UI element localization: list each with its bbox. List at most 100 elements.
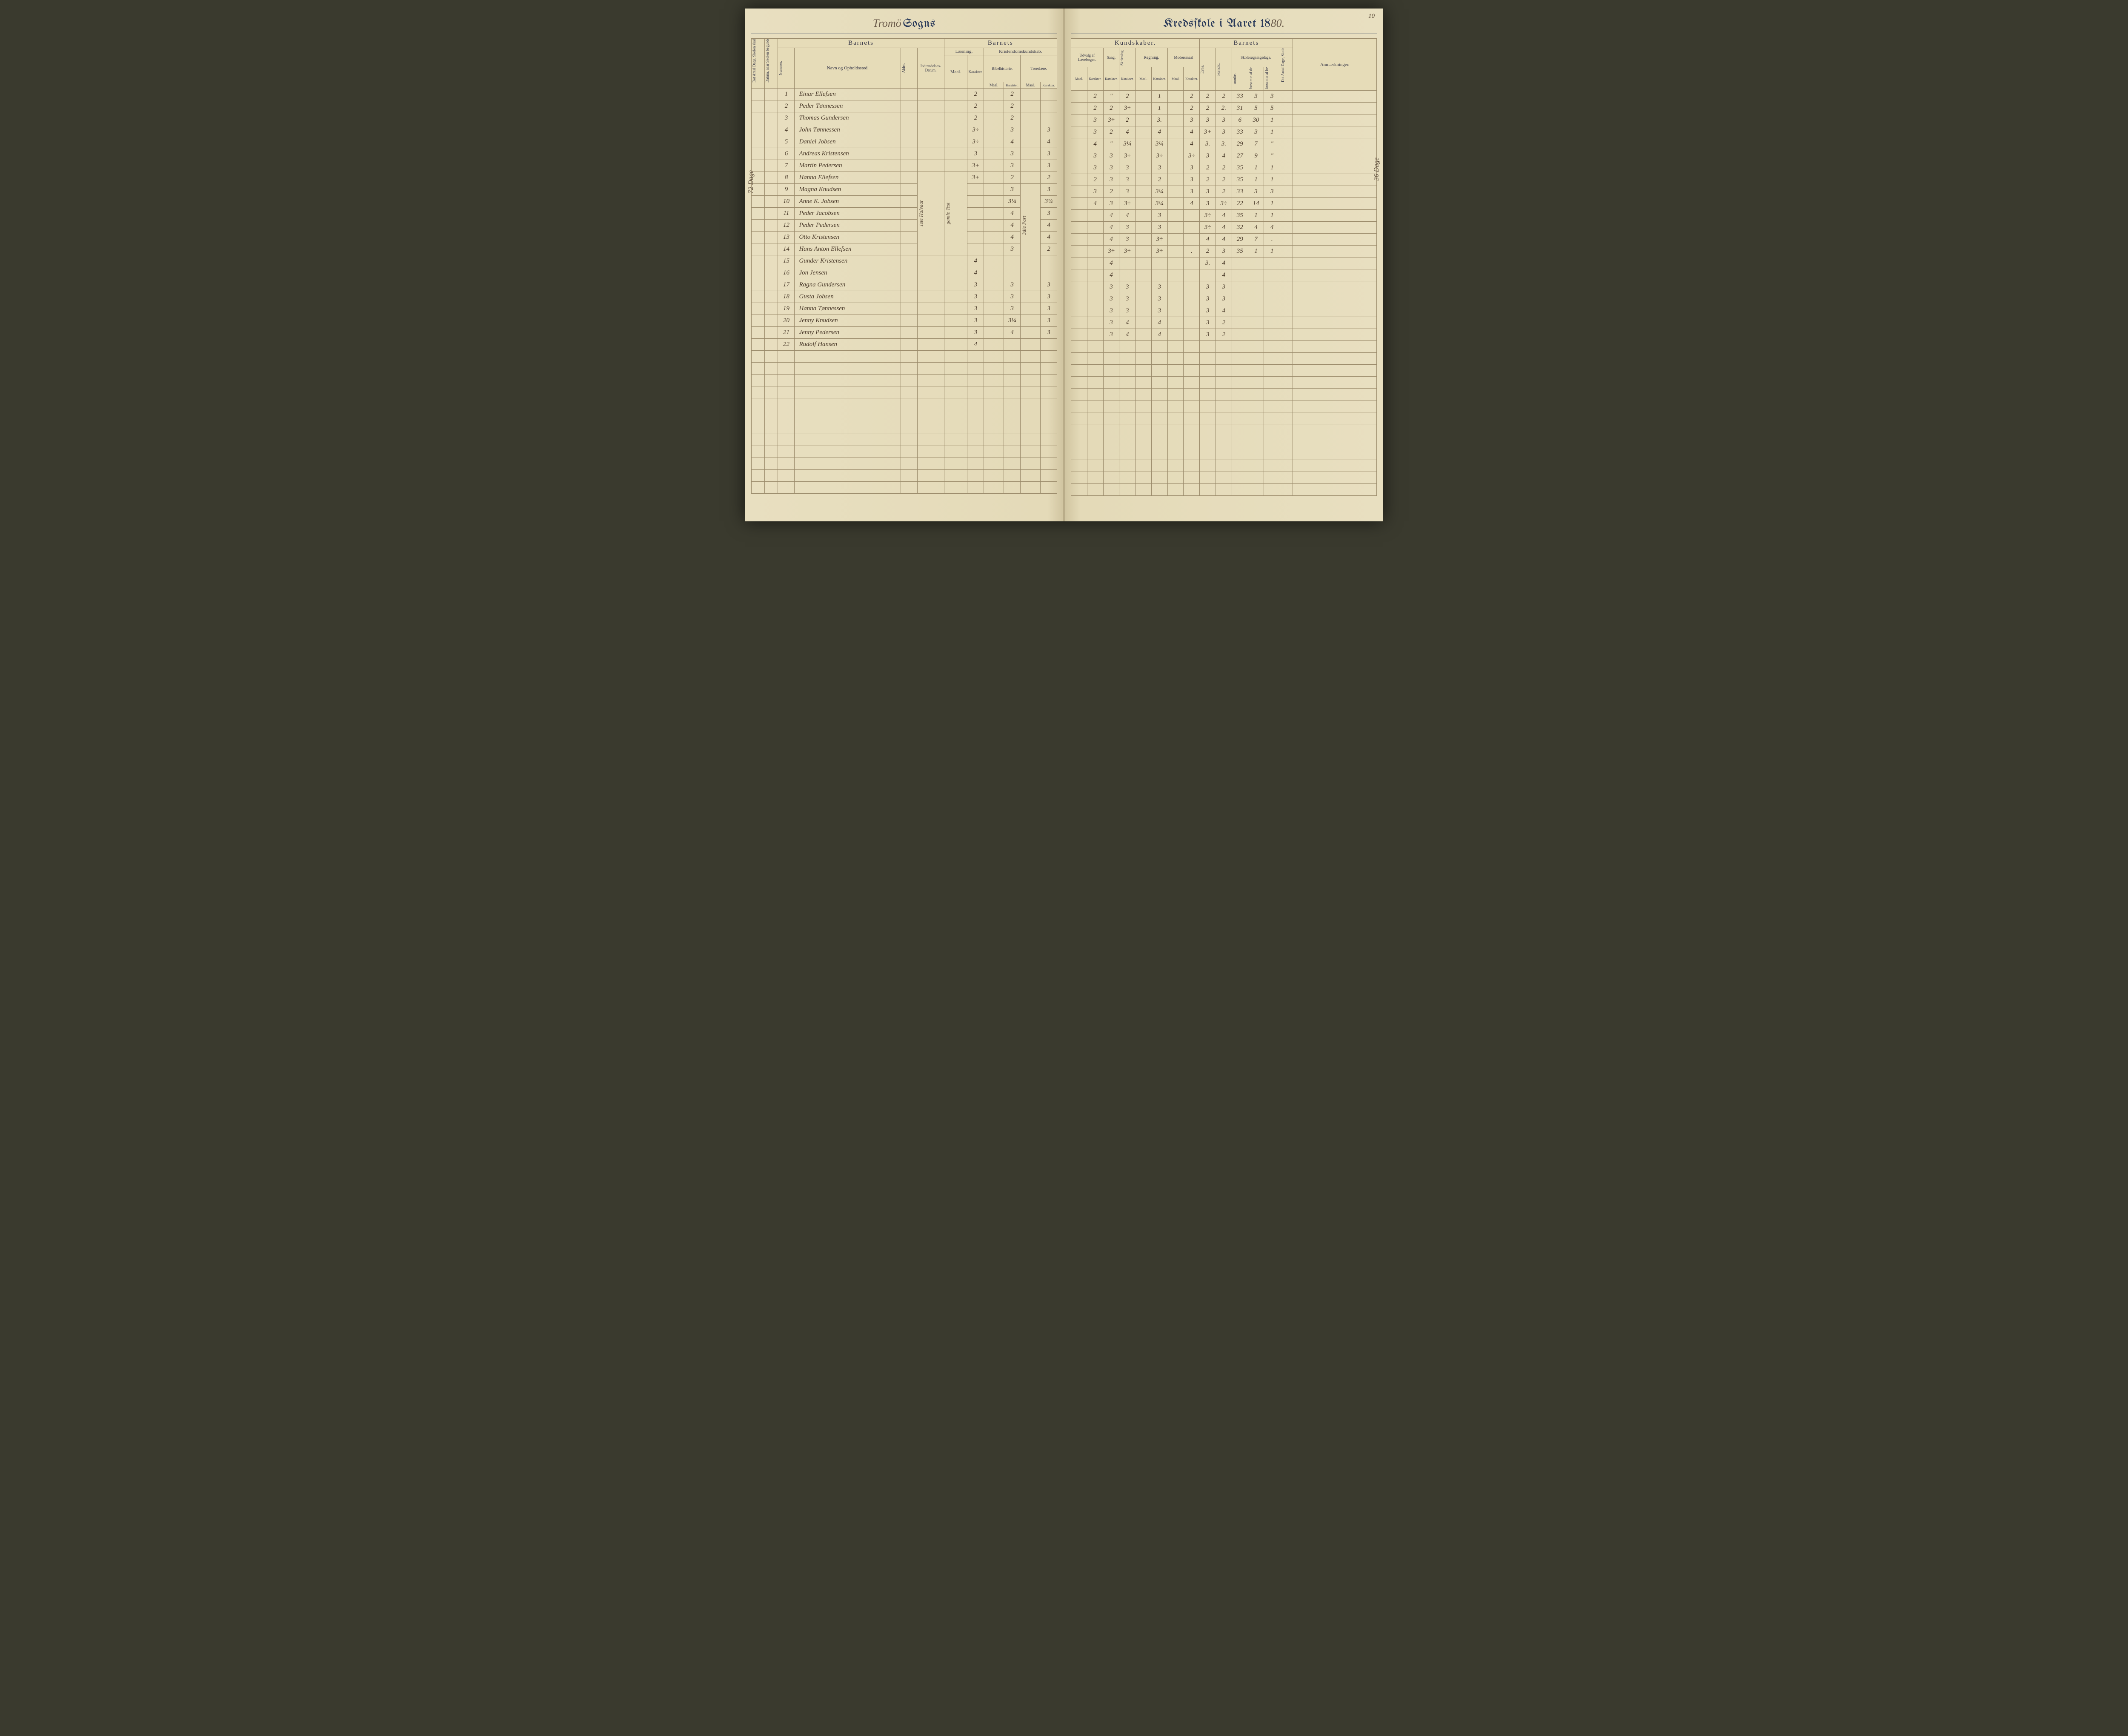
cell: 4 [1040, 220, 1057, 232]
cell [765, 446, 778, 458]
cell [967, 184, 984, 196]
cell [1087, 257, 1103, 269]
cell [1200, 484, 1216, 496]
cell [1248, 389, 1264, 400]
cell: 3 [967, 291, 984, 303]
cell [795, 434, 901, 446]
cell [944, 303, 967, 315]
cell [1103, 353, 1119, 365]
cell [752, 291, 765, 303]
cell [1184, 412, 1200, 424]
cell [1071, 162, 1087, 174]
cell: Magna Knudsen [795, 184, 901, 196]
cell: 2 [1216, 174, 1232, 186]
cell: 3 [1119, 281, 1136, 293]
cell [1136, 365, 1152, 377]
cell [918, 434, 944, 446]
cell [984, 148, 1004, 160]
cell [752, 148, 765, 160]
cell: 1 [1248, 174, 1264, 186]
cell [967, 434, 984, 446]
cell [1071, 448, 1087, 460]
cell [1040, 470, 1057, 482]
cell [1004, 482, 1021, 494]
cell: 3 [1200, 198, 1216, 210]
cell [1103, 448, 1119, 460]
cell [1232, 389, 1248, 400]
cell [1184, 329, 1200, 341]
cell [752, 422, 765, 434]
cell: 3 [1004, 184, 1021, 196]
table-row: 3÷3÷3÷.233511 [1071, 246, 1377, 257]
cell [944, 470, 967, 482]
cell: 1 [1248, 246, 1264, 257]
table-row: 4"3¼3¼43.3.297" [1071, 138, 1377, 150]
cell [1119, 472, 1136, 484]
cell [984, 339, 1004, 351]
cell: 20 [778, 315, 795, 327]
hdr-tro-m: Maal. [1021, 82, 1041, 89]
cell [765, 291, 778, 303]
cell: 4 [1087, 138, 1103, 150]
cell [1167, 257, 1184, 269]
cell [1103, 484, 1119, 496]
cell: 3 [1119, 222, 1136, 234]
cell [918, 351, 944, 363]
cell [1293, 246, 1377, 257]
cell: 3÷ [1200, 210, 1216, 222]
cell: 2 [1216, 186, 1232, 198]
cell [1184, 257, 1200, 269]
cell: 4 [1248, 222, 1264, 234]
cell: 32 [1232, 222, 1248, 234]
cell [1232, 400, 1248, 412]
cell [765, 470, 778, 482]
cell: 3 [967, 327, 984, 339]
cell: 4 [1040, 232, 1057, 243]
cell: 3÷ [1119, 198, 1136, 210]
cell [1167, 293, 1184, 305]
cell [1071, 293, 1087, 305]
cell: Thomas Gundersen [795, 112, 901, 124]
cell: Peder Pedersen [795, 220, 901, 232]
cell: 4 [1004, 220, 1021, 232]
cell [901, 351, 918, 363]
cell [1136, 222, 1152, 234]
cell: Peder Tønnessen [795, 100, 901, 112]
cell [1151, 257, 1167, 269]
cell [967, 470, 984, 482]
cell: 35 [1232, 174, 1248, 186]
cell [1264, 341, 1280, 353]
cell [1021, 458, 1041, 470]
cell [765, 327, 778, 339]
cell: 4 [1216, 210, 1232, 222]
cell [1071, 317, 1087, 329]
cell [1021, 148, 1041, 160]
cell [984, 124, 1004, 136]
cell [967, 410, 984, 422]
cell: 4 [1216, 234, 1232, 246]
cell [1151, 365, 1167, 377]
cell [1087, 222, 1103, 234]
cell [1280, 150, 1293, 162]
cell: 1 [1264, 162, 1280, 174]
cell [1280, 281, 1293, 293]
table-row: 33333 [1071, 293, 1377, 305]
hdr-laesning: Læsning. [944, 48, 984, 55]
cell [901, 279, 918, 291]
cell [795, 398, 901, 410]
right-table: Kundskaber. Barnets Anmærkninger. Udvalg… [1071, 38, 1377, 496]
cell [1004, 351, 1021, 363]
cell [1200, 460, 1216, 472]
cell: 3 [1103, 162, 1119, 174]
cell [1216, 365, 1232, 377]
cell [1216, 436, 1232, 448]
table-row: 14Hans Anton Ellefsen32 [752, 243, 1057, 255]
cell [1021, 327, 1041, 339]
cell: 4 [1040, 136, 1057, 148]
cell [752, 375, 765, 386]
cell: 3. [1216, 138, 1232, 150]
right-thead: Kundskaber. Barnets Anmærkninger. Udvalg… [1071, 39, 1377, 91]
table-row [1071, 353, 1377, 365]
cell [1184, 472, 1200, 484]
cell: 3 [1087, 186, 1103, 198]
